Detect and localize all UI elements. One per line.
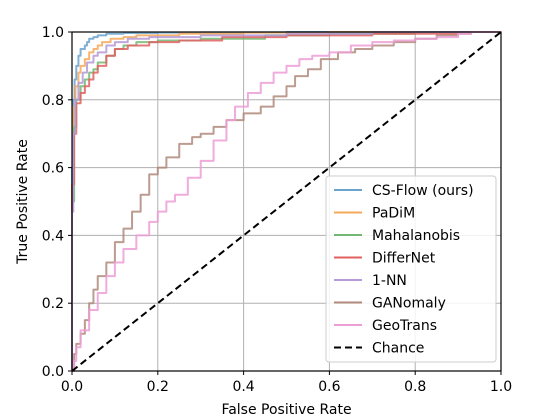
- legend-label: CS-Flow (ours): [372, 183, 474, 199]
- legend: CS-Flow (ours) PaDiM Mahalanobis DifferNet 1…: [325, 175, 497, 363]
- y-tick-label: 1.0: [42, 25, 64, 41]
- x-tick-label: 0.0: [61, 379, 83, 395]
- y-axis-label: True Positive Rate: [15, 139, 31, 265]
- y-tick-label: 0.2: [42, 296, 64, 312]
- legend-label: 1-NN: [372, 273, 407, 289]
- series-line-geotrans: [72, 31, 501, 372]
- plot-frame: [71, 31, 502, 372]
- series-line-cs-flow-ours: [71, 31, 501, 371]
- series-line-chance: [71, 31, 502, 372]
- x-tick-label: 0.2: [147, 379, 169, 395]
- legend-label: Mahalanobis: [372, 228, 460, 244]
- series-lines: [71, 31, 502, 372]
- x-tick-label: 0.4: [232, 379, 254, 395]
- series-line-padim: [71, 31, 501, 371]
- legend-label: GeoTrans: [372, 318, 437, 334]
- x-axis-ticks: 0.0 0.2 0.4 0.6 0.8 1.0: [61, 371, 512, 395]
- legend-box: [325, 175, 497, 363]
- series-line-ganomaly: [72, 31, 501, 372]
- legend-label: Chance: [372, 341, 424, 357]
- y-tick-label: 0.0: [42, 364, 64, 380]
- x-tick-label: 1.0: [490, 379, 512, 395]
- y-axis-ticks: 0.0 0.2 0.4 0.6 0.8 1.0: [42, 25, 72, 380]
- y-tick-label: 0.6: [42, 161, 64, 177]
- y-tick-label: 0.4: [42, 228, 64, 244]
- series-line-differnet: [71, 31, 501, 371]
- x-axis-label: False Positive Rate: [221, 402, 351, 418]
- y-tick-label: 0.8: [42, 93, 64, 109]
- legend-label: GANomaly: [372, 296, 446, 312]
- legend-label: PaDiM: [372, 206, 415, 222]
- x-tick-label: 0.8: [404, 379, 426, 395]
- series-line-1-nn: [71, 31, 501, 371]
- legend-label: DifferNet: [372, 251, 436, 267]
- x-tick-label: 0.6: [318, 379, 340, 395]
